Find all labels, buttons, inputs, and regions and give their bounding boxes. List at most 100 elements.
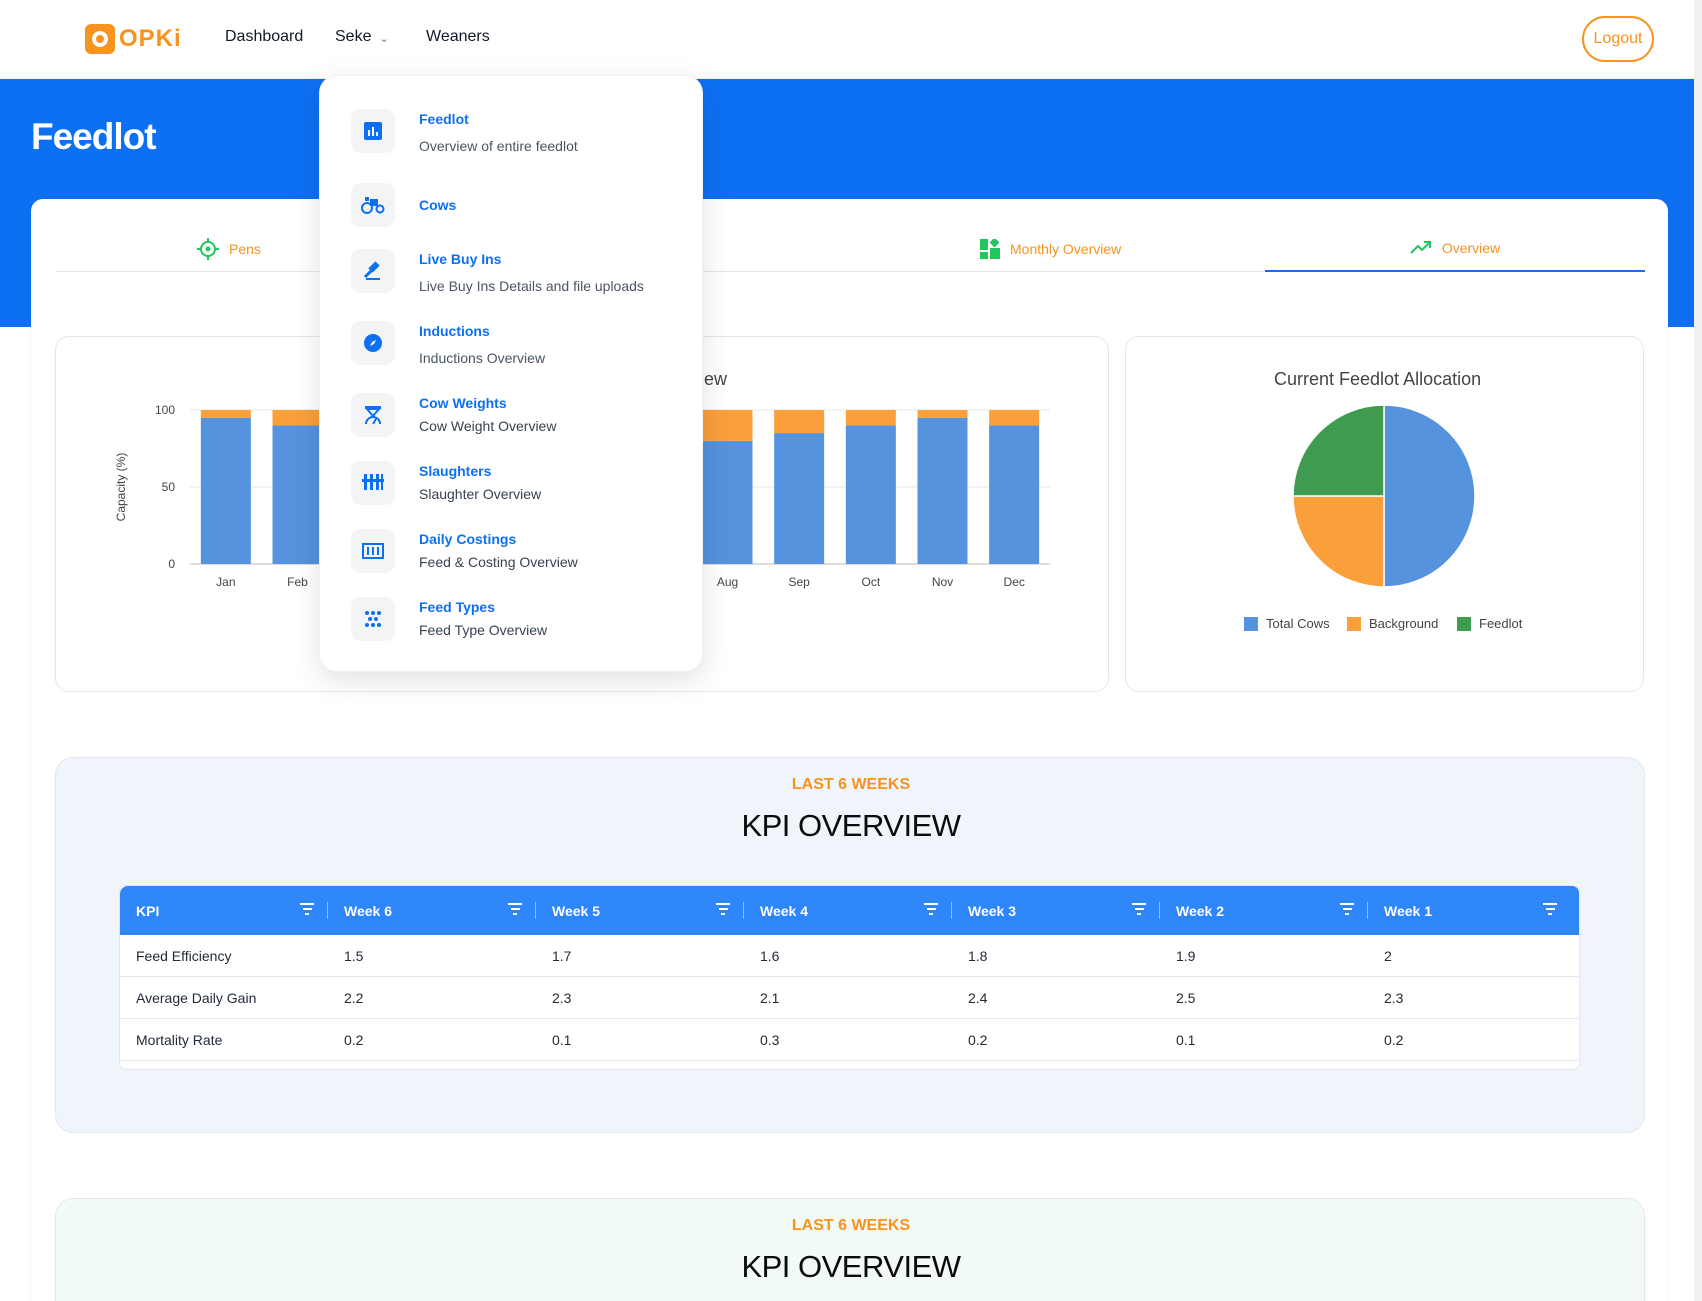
table-cell: 2.1 — [760, 990, 780, 1006]
filter-icon[interactable] — [1132, 903, 1146, 917]
column-header[interactable]: Week 1 — [1368, 886, 1571, 935]
column-header[interactable]: Week 5 — [536, 886, 744, 935]
legend-label: Feedlot — [1479, 616, 1523, 631]
kpi-table-header: KPI Week 6 Week 5 Week 4 Week 3 Week 2 Week 1 — [120, 886, 1579, 935]
y-tick-label: 50 — [162, 480, 176, 494]
top-navbar: OPKi Dashboard Seke ⌄ Weaners Logout — [0, 0, 1702, 79]
column-header[interactable]: Week 2 — [1160, 886, 1368, 935]
column-header-label: Week 2 — [1176, 902, 1224, 919]
column-separator[interactable] — [1367, 902, 1368, 919]
dashboard-tiles-icon — [980, 239, 1000, 259]
table-cell: 0.2 — [968, 1032, 988, 1048]
pie-slice — [1383, 404, 1476, 588]
menu-item-label: Feed Types — [419, 599, 495, 615]
x-tick-label: Oct — [861, 575, 880, 589]
filter-icon[interactable] — [1340, 903, 1354, 917]
slaughter-rack-icon — [351, 461, 395, 505]
bar-segment-primary — [989, 425, 1040, 564]
legend-label: Total Cows — [1266, 616, 1330, 631]
filter-icon[interactable] — [924, 903, 938, 917]
filter-icon[interactable] — [1543, 903, 1557, 917]
nav-weaners[interactable]: Weaners — [426, 28, 490, 46]
table-cell: 1.8 — [968, 948, 988, 964]
logo[interactable]: OPKi — [85, 24, 182, 54]
bar-segment-primary — [200, 417, 251, 564]
money-icon — [351, 529, 395, 573]
page-scrollbar[interactable] — [1694, 0, 1702, 1301]
column-header[interactable]: Week 6 — [328, 886, 536, 935]
x-tick-label: Jan — [216, 575, 235, 589]
logout-button[interactable]: Logout — [1582, 16, 1654, 62]
column-header[interactable]: KPI — [120, 886, 328, 935]
table-cell: 2.3 — [1384, 990, 1404, 1006]
y-axis-label: Capacity (%) — [114, 453, 128, 522]
tab-overview[interactable]: Overview — [1265, 226, 1645, 272]
column-header[interactable]: Week 3 — [952, 886, 1160, 935]
bar-segment-primary — [917, 417, 968, 564]
logo-mark-icon — [85, 24, 115, 54]
bar-segment-secondary — [272, 410, 323, 426]
nav-seke-label: Seke — [335, 28, 372, 45]
tab-pens[interactable]: Pens — [197, 226, 261, 272]
column-separator[interactable] — [951, 902, 952, 919]
bar-segment-secondary — [200, 410, 251, 418]
tractor-icon — [351, 183, 395, 227]
table-row[interactable]: Average Daily Gain 2.2 2.3 2.1 2.4 2.5 2.3 — [120, 977, 1579, 1019]
tab-monthly-overview[interactable]: Monthly Overview — [980, 226, 1121, 272]
legend-swatch — [1244, 617, 1258, 631]
table-row[interactable]: Mortality Rate 0.2 0.1 0.3 0.2 0.1 0.2 — [120, 1019, 1579, 1061]
nav-dashboard[interactable]: Dashboard — [225, 28, 303, 46]
menu-item-label: Live Buy Ins — [419, 251, 502, 267]
column-separator[interactable] — [327, 902, 328, 919]
kpi-subtitle: LAST 6 WEEKS — [791, 776, 911, 793]
table-cell: 0.3 — [760, 1032, 780, 1048]
legend-swatch — [1347, 617, 1361, 631]
pie-slice — [1292, 495, 1385, 588]
pie-slice — [1292, 404, 1385, 497]
bar-segment-secondary — [774, 410, 825, 434]
table-cell: 2 — [1384, 948, 1392, 964]
logo-text: OPKi — [119, 25, 182, 52]
nav-seke-dropdown[interactable]: Seke ⌄ — [335, 28, 389, 46]
bar-segment-primary — [774, 433, 825, 564]
menu-item-label: Slaughters — [419, 463, 492, 479]
column-header-label: KPI — [136, 902, 160, 919]
tab-monthly-label: Monthly Overview — [1010, 241, 1122, 257]
compass-icon — [351, 321, 395, 365]
column-separator[interactable] — [535, 902, 536, 919]
seke-dropdown-menu: Feedlot Overview of entire feedlot Cows … — [319, 75, 703, 672]
grain-icon — [351, 597, 395, 641]
kpi-section-2: LAST 6 WEEKS KPI OVERVIEW — [55, 1198, 1645, 1301]
column-header-label: Week 1 — [1384, 902, 1432, 919]
table-cell: 1.6 — [760, 948, 780, 964]
legend-label: Background — [1369, 616, 1438, 631]
column-header-label: Week 6 — [344, 902, 392, 919]
filter-icon[interactable] — [508, 903, 522, 917]
y-tick-label: 0 — [168, 557, 175, 571]
table-row[interactable]: Feed Efficiency 1.5 1.7 1.6 1.8 1.9 2 — [120, 935, 1579, 977]
table-cell: 0.1 — [1176, 1032, 1196, 1048]
column-header[interactable]: Week 4 — [744, 886, 952, 935]
tab-bar: Pens Monthly Overview Overview — [55, 226, 1645, 272]
kpi2-title: KPI OVERVIEW — [741, 1249, 961, 1284]
filter-icon[interactable] — [716, 903, 730, 917]
gavel-icon — [351, 249, 395, 293]
nav-dashboard-label: Dashboard — [225, 28, 304, 45]
column-separator[interactable] — [1159, 902, 1160, 919]
table-cell: 1.9 — [1176, 948, 1196, 964]
table-cell: Feed Efficiency — [136, 948, 232, 964]
column-header-label: Week 3 — [968, 902, 1016, 919]
menu-item-label: Inductions — [419, 323, 490, 339]
x-tick-label: Sep — [788, 575, 810, 589]
target-icon — [197, 238, 219, 260]
table-cell: Mortality Rate — [136, 1032, 223, 1048]
menu-item-description: Feed & Costing Overview — [419, 554, 578, 570]
kpi2-subtitle: LAST 6 WEEKS — [791, 1217, 911, 1234]
kpi-title: KPI OVERVIEW — [741, 808, 961, 843]
bar-segment-secondary — [845, 410, 896, 426]
filter-icon[interactable] — [300, 903, 314, 917]
legend-swatch — [1457, 617, 1471, 631]
menu-item-description: Overview of entire feedlot — [419, 138, 578, 154]
column-separator[interactable] — [743, 902, 744, 919]
